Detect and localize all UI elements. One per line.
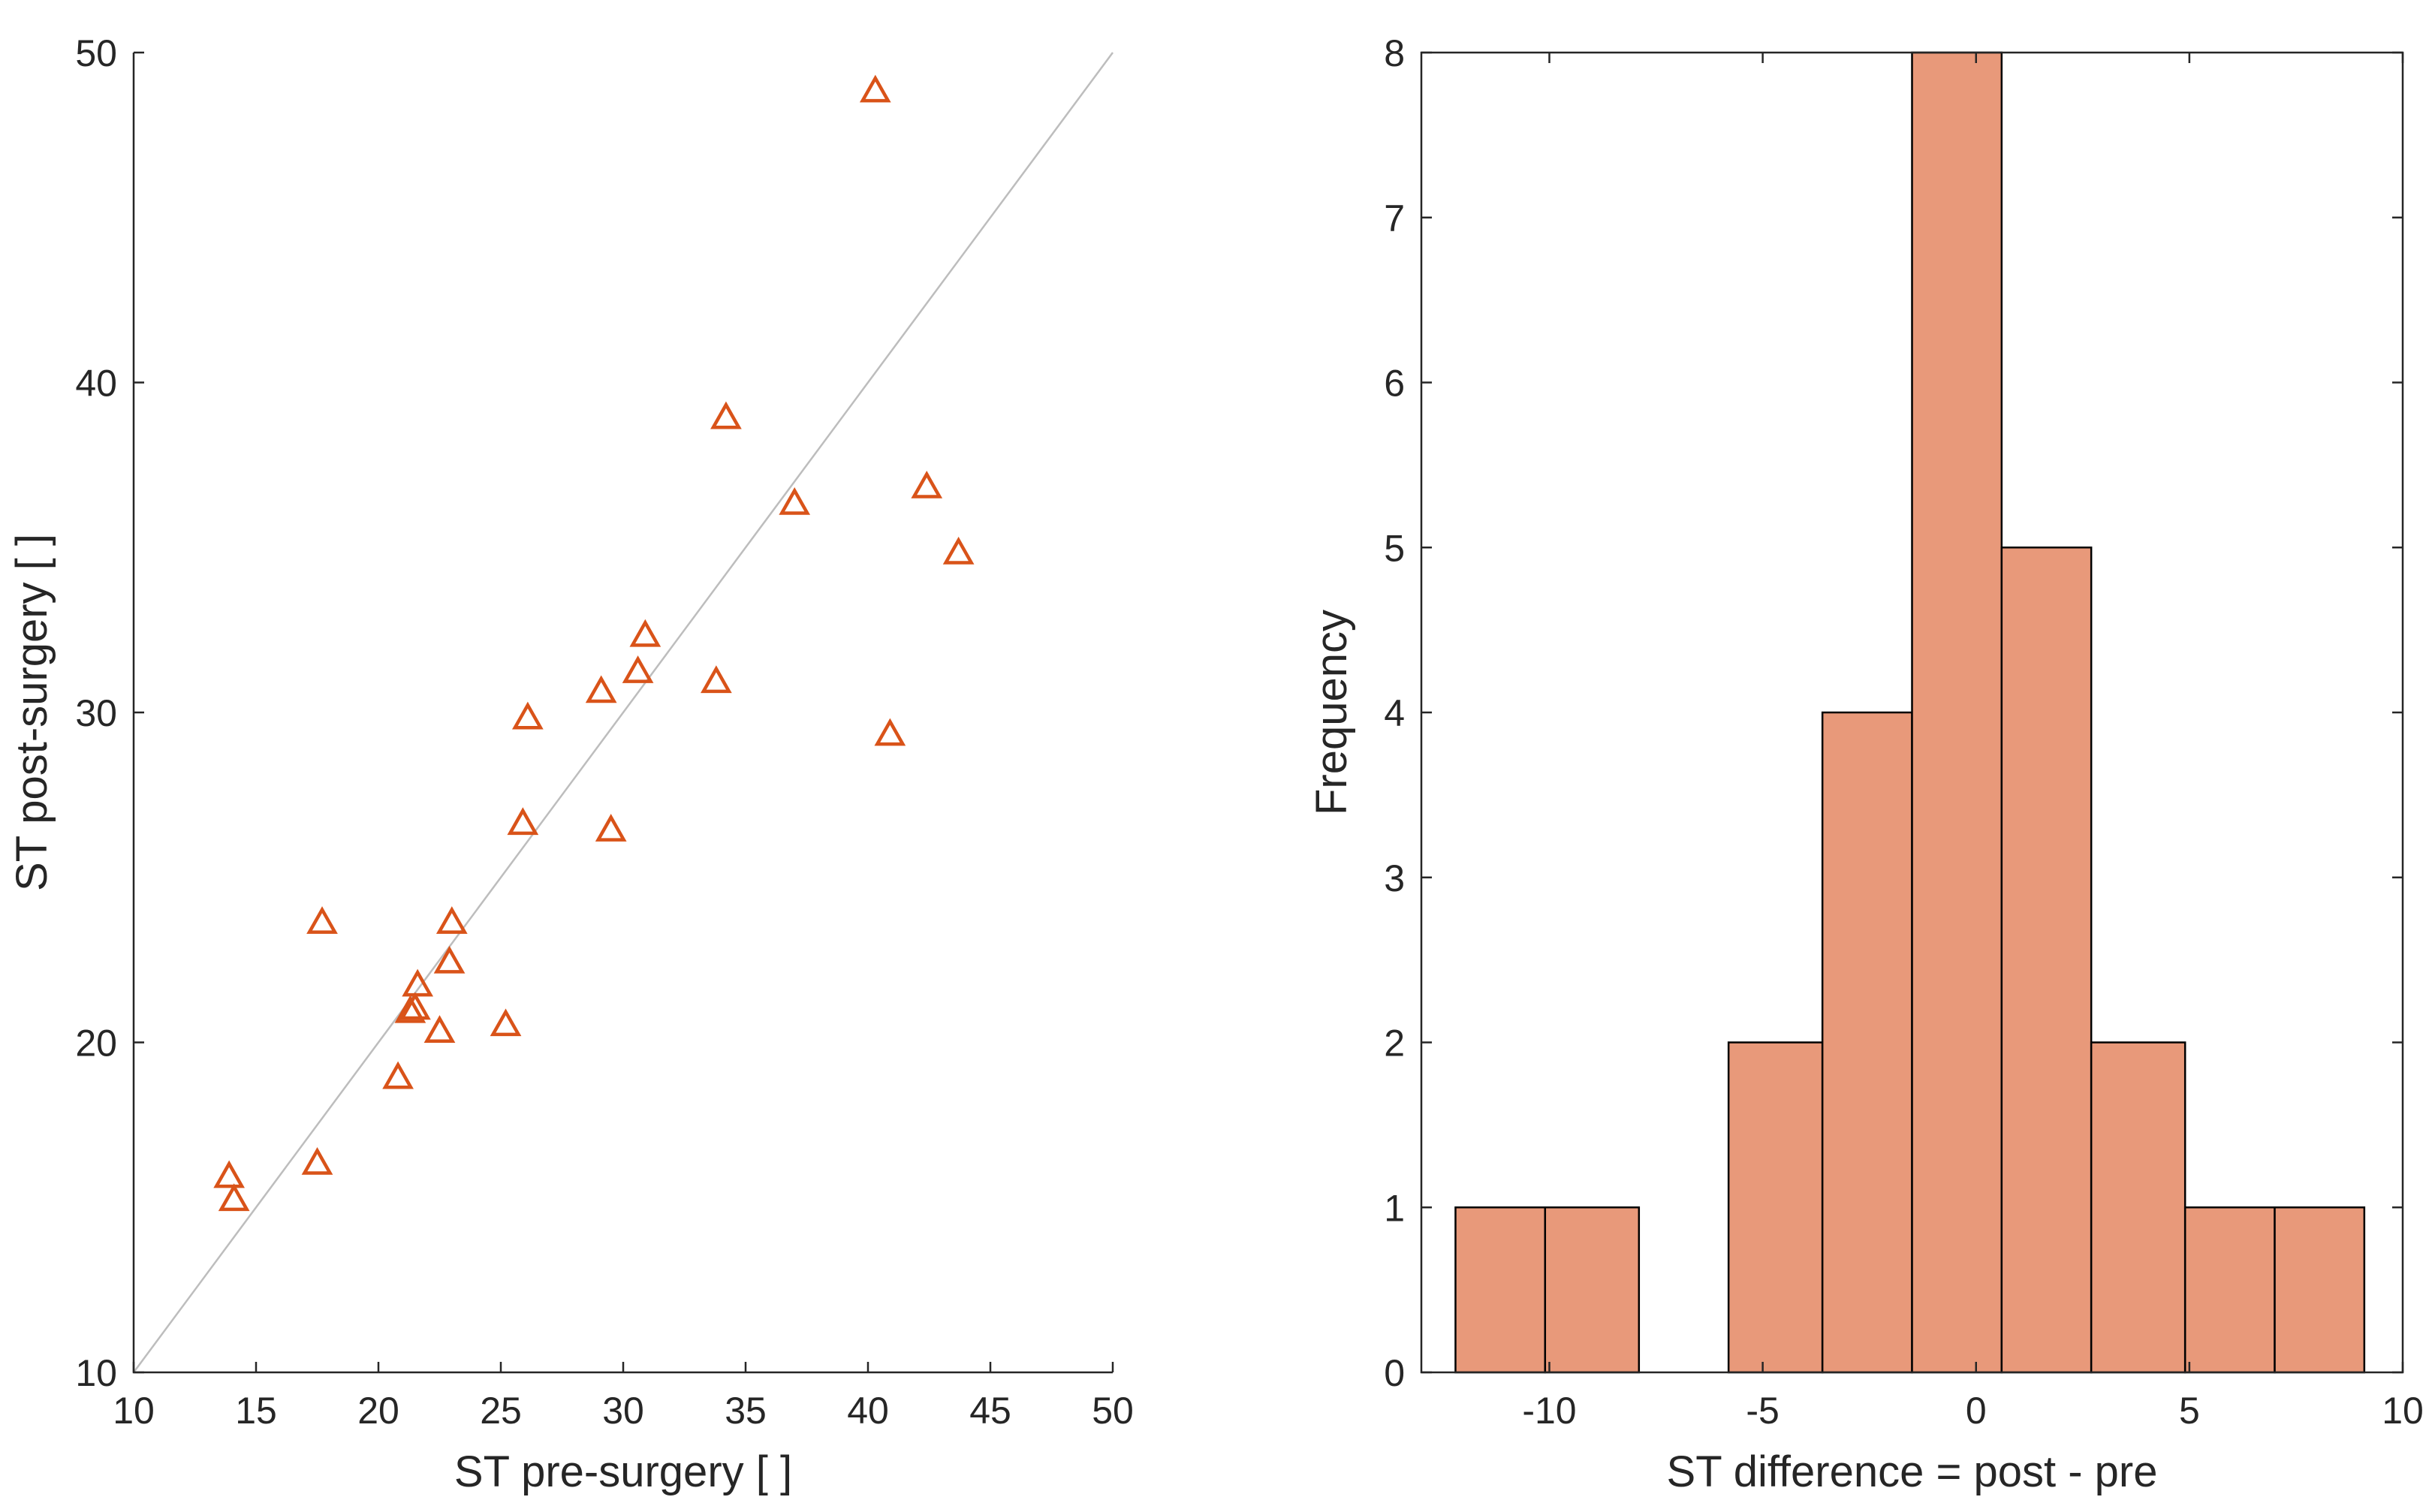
histogram-y-tick-label: 0 [1384,1352,1405,1394]
histogram-y-tick-label: 1 [1384,1187,1405,1229]
histogram-y-tick-label: 4 [1384,692,1405,734]
histogram-bar [1821,711,1913,1374]
scatter-point-triangle [595,814,627,842]
scatter-point-triangle [701,665,732,694]
scatter-point-triangle [399,992,431,1020]
scatter-point-triangle [585,675,617,703]
scatter-x-tick-label: 30 [602,1390,644,1432]
scatter-point-triangle [213,1160,246,1188]
histogram-bars [1454,51,2366,1374]
histogram-y-tick-label: 6 [1384,363,1405,405]
scatter-point-triangle [402,968,434,997]
scatter-point-triangle [423,1015,456,1043]
histogram-y-tick-label: 8 [1384,32,1405,74]
histogram-bar [1911,51,2003,1374]
histogram-bar [1727,1041,1824,1374]
histogram-y-tick-label: 5 [1384,527,1405,569]
scatter-point-triangle [942,536,975,565]
scatter-point-triangle [301,1146,333,1175]
histogram-y-tick-label: 7 [1384,197,1405,239]
histogram-ticks: -10 -5 0 5 10 0 1 2 3 4 5 6 7 8 [1384,32,2424,1432]
identity-reference-line [132,52,1114,1373]
histogram-bar [1544,1206,1641,1374]
scatter-x-tick-label: 40 [847,1390,889,1432]
histogram-bar [2183,1206,2276,1374]
scatter-y-tick-label: 20 [75,1023,117,1065]
scatter-panel: 10 15 20 25 30 35 40 45 50 10 20 30 40 50 ST pre-surg… [8,32,1134,1496]
scatter-point-triangle [710,401,742,429]
scatter-point-triangle [507,807,539,836]
scatter-x-tick-label: 10 [113,1390,155,1432]
scatter-point-triangle [382,1061,414,1089]
scatter-x-tick-label: 15 [235,1390,277,1432]
histogram-y-tick-label: 3 [1384,857,1405,899]
scatter-x-tick-label: 20 [357,1390,399,1432]
scatter-point-triangle [511,701,544,730]
scatter-ticks: 10 15 20 25 30 35 40 45 50 10 20 30 40 50 [75,32,1133,1432]
histogram-x-tick-label: -5 [1746,1390,1779,1432]
histogram-bar [2090,1041,2186,1374]
histogram-x-tick-label: 5 [2179,1390,2200,1432]
scatter-point-triangle [874,718,906,746]
scatter-point-triangle [394,995,426,1023]
histogram-x-tick-label: -10 [1522,1390,1576,1432]
histogram-y-tick-label: 2 [1384,1023,1405,1065]
scatter-points [213,74,975,1212]
scatter-x-tick-label: 50 [1092,1390,1134,1432]
scatter-x-tick-label: 45 [969,1390,1011,1432]
histogram-x-tick-label: 0 [1966,1390,1987,1432]
scatter-x-axis-label: ST pre-surgery [ ] [454,1447,792,1496]
scatter-y-tick-label: 10 [75,1352,117,1394]
scatter-y-axis-label: ST post-surgery [ ] [8,534,56,891]
scatter-point-triangle [218,1183,250,1212]
scatter-y-tick-label: 30 [75,692,117,734]
scatter-x-tick-label: 35 [725,1390,767,1432]
scatter-point-triangle [779,486,811,515]
histogram-panel: -10 -5 0 5 10 0 1 2 3 4 5 6 7 8 ST difference = post … [1307,32,2424,1496]
scatter-point-triangle [911,470,943,498]
scatter-point-triangle [435,906,468,934]
histogram-x-axis-label: ST difference = post - pre [1667,1447,2158,1496]
scatter-y-tick-label: 50 [75,32,117,74]
histogram-bar [1454,1206,1547,1374]
scatter-x-tick-label: 25 [480,1390,522,1432]
histogram-x-tick-label: 10 [2382,1390,2424,1432]
scatter-point-triangle [306,906,338,934]
scatter-point-triangle [490,1008,522,1037]
scatter-point-triangle [629,619,661,647]
histogram-bar [2274,1206,2366,1374]
histogram-bar [2000,547,2093,1374]
scatter-point-triangle [433,945,466,974]
scatter-point-triangle [859,74,891,103]
histogram-y-axis-label: Frequency [1307,610,1356,815]
scatter-point-triangle [622,655,654,683]
scatter-y-tick-label: 40 [75,363,117,405]
